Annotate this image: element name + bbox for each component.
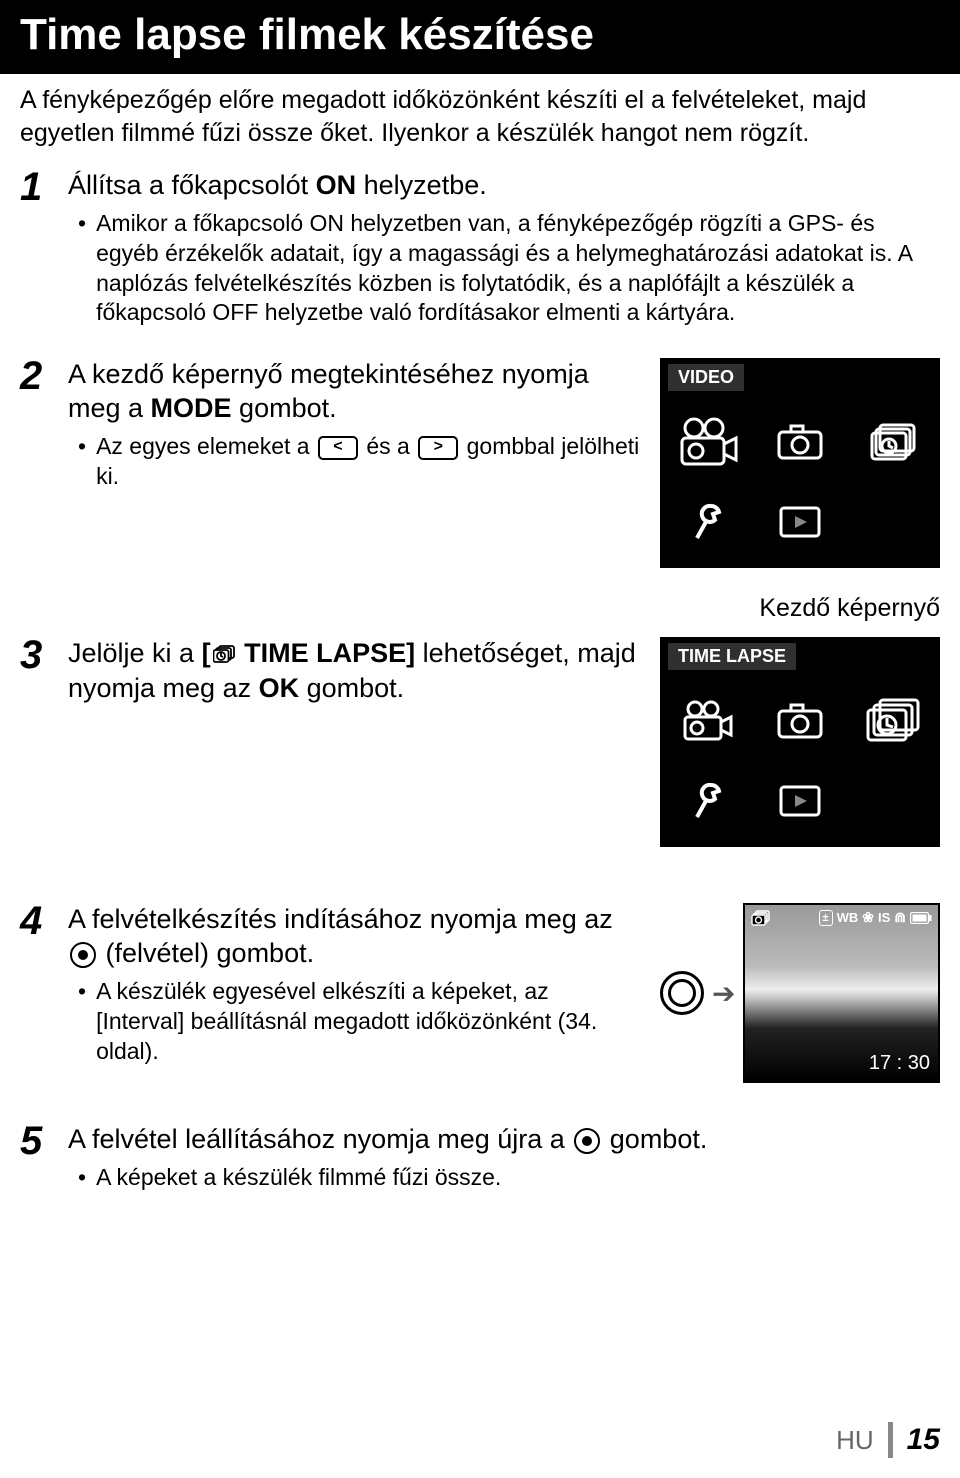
step-2: 2 A kezdő képernyő megtekintéséhez nyomj… [0, 358, 960, 594]
left-key-icon: < [318, 436, 358, 460]
timelapse-icon [864, 696, 922, 746]
settings-icon [687, 500, 727, 544]
photo-icon [775, 701, 825, 741]
intro-text: A fényképezőgép előre megadott időközönk… [0, 74, 960, 169]
settings-icon [687, 779, 727, 823]
screen-caption: Kezdő képernyő [0, 594, 960, 637]
footer-page-number: 15 [907, 1423, 940, 1457]
footer-language: HU [836, 1425, 874, 1456]
wb-icon: WB [837, 910, 859, 925]
step-heading: A felvételkészítés indításához nyomja me… [68, 903, 640, 971]
record-button-icon [660, 971, 704, 1015]
step-heading: Jelölje ki a [ TIME LAPSE] lehetőséget, … [68, 637, 640, 706]
step-3: 3 Jelölje ki a [ TIME LAPSE] lehetőséget… [0, 637, 960, 873]
step-heading: A kezdő képernyő megtekintéséhez nyomja … [68, 358, 640, 426]
right-key-icon: > [418, 436, 458, 460]
ev-icon: ± [819, 910, 833, 926]
record-button-icon [70, 942, 96, 968]
step-heading: Állítsa a főkapcsolót ON helyzetbe. [68, 169, 940, 203]
screen-label: TIME LAPSE [668, 643, 796, 670]
page-footer: HU 15 [836, 1422, 940, 1458]
mode-screen-video: VIDEO [660, 358, 940, 568]
step-bullet: Amikor a főkapcsoló ON helyzetben van, a… [78, 209, 940, 329]
step-number: 2 [20, 356, 68, 568]
timelapse-status-icon [751, 910, 771, 926]
step-bullet: A képeket a készülék filmmé fűzi össze. [78, 1163, 940, 1193]
record-button-icon [574, 1128, 600, 1154]
lcd-screen: ± WB ❀ IS ⋒ 17 : 30 [743, 903, 940, 1083]
flower-icon: ❀ [862, 909, 874, 926]
footer-divider [888, 1422, 893, 1458]
step-4: 4 A felvételkészítés indításához nyomja … [0, 903, 960, 1109]
playback-icon [777, 504, 823, 540]
video-icon [672, 414, 742, 470]
lcd-preview: ➔ ± WB ❀ IS ⋒ 17 : 30 [660, 903, 940, 1083]
mode-screen-timelapse: TIME LAPSE [660, 637, 940, 847]
step-bullet: A készülék egyesével elkészíti a képeket… [78, 977, 640, 1067]
step-number: 3 [20, 635, 68, 847]
step-5: 5 A felvétel leállításához nyomja meg új… [0, 1123, 960, 1223]
step-1: 1 Állítsa a főkapcsolót ON helyzetbe. Am… [0, 169, 960, 358]
battery-icon [910, 912, 932, 924]
step-heading: A felvétel leállításához nyomja meg újra… [68, 1123, 940, 1157]
playback-icon [777, 783, 823, 819]
page-title: Time lapse filmek készítése [0, 0, 960, 74]
step-number: 4 [20, 901, 68, 1083]
timelapse-icon [868, 421, 918, 463]
timelapse-inline-icon [213, 638, 235, 672]
photo-icon [775, 422, 825, 462]
lcd-timestamp: 17 : 30 [869, 1052, 930, 1075]
step-number: 5 [20, 1121, 68, 1197]
video-icon [677, 697, 737, 745]
arrow-right-icon: ➔ [712, 977, 735, 1010]
is-icon: IS [878, 910, 890, 925]
step-number: 1 [20, 167, 68, 332]
step-bullet: Az egyes elemeket a < és a > gombbal jel… [78, 432, 640, 492]
lcd-status-icons: ± WB ❀ IS ⋒ [819, 909, 932, 926]
screen-label: VIDEO [668, 364, 744, 391]
wifi-icon: ⋒ [894, 909, 906, 926]
